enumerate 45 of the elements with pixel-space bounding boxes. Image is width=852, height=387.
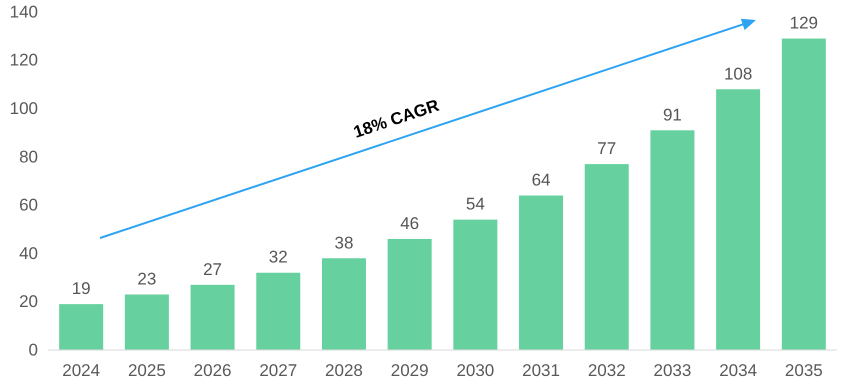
data-label: 27 (203, 260, 222, 279)
x-tick-label: 2033 (654, 361, 692, 380)
data-label: 32 (268, 248, 288, 267)
y-tick-label: 120 (10, 50, 38, 70)
bar (59, 304, 104, 350)
y-tick-label: 140 (10, 2, 38, 22)
data-label: 64 (532, 170, 551, 190)
data-label: 23 (137, 269, 156, 288)
bar (650, 130, 694, 350)
bar (322, 258, 366, 350)
bar (453, 220, 498, 350)
bar (519, 195, 564, 350)
y-tick-label: 40 (19, 244, 38, 263)
x-tick-label: 2035 (784, 361, 823, 380)
x-tick-label: 2026 (194, 361, 232, 380)
bar (256, 272, 300, 350)
data-label: 46 (400, 214, 420, 233)
x-tick-label: 2027 (259, 361, 298, 380)
data-label: 129 (790, 14, 818, 33)
x-tick-label: 2028 (325, 361, 363, 380)
x-tick-label: 2024 (62, 361, 100, 380)
x-tick-label: 2029 (390, 361, 429, 380)
bar (782, 38, 826, 350)
bar (388, 238, 432, 350)
data-label: 108 (724, 64, 752, 84)
y-tick-label: 0 (28, 340, 38, 360)
bar (124, 294, 169, 350)
y-tick-label: 80 (19, 147, 38, 166)
x-tick-label: 2031 (522, 361, 560, 380)
y-tick-label: 60 (19, 196, 38, 215)
bar (716, 89, 760, 350)
y-tick-label: 100 (10, 99, 38, 118)
data-label: 91 (662, 105, 682, 124)
x-tick-label: 2030 (456, 361, 494, 380)
annotation: 18% CAGR (351, 96, 442, 142)
x-tick-label: 2032 (588, 361, 626, 380)
data-label: 54 (466, 194, 485, 214)
x-tick-label: 2034 (719, 361, 758, 380)
bar (584, 164, 629, 350)
y-tick-label: 20 (19, 292, 38, 312)
data-label: 19 (72, 279, 91, 298)
data-label: 77 (597, 139, 616, 158)
x-tick-label: 2025 (128, 361, 166, 380)
data-label: 38 (334, 233, 354, 252)
bar (190, 284, 235, 350)
